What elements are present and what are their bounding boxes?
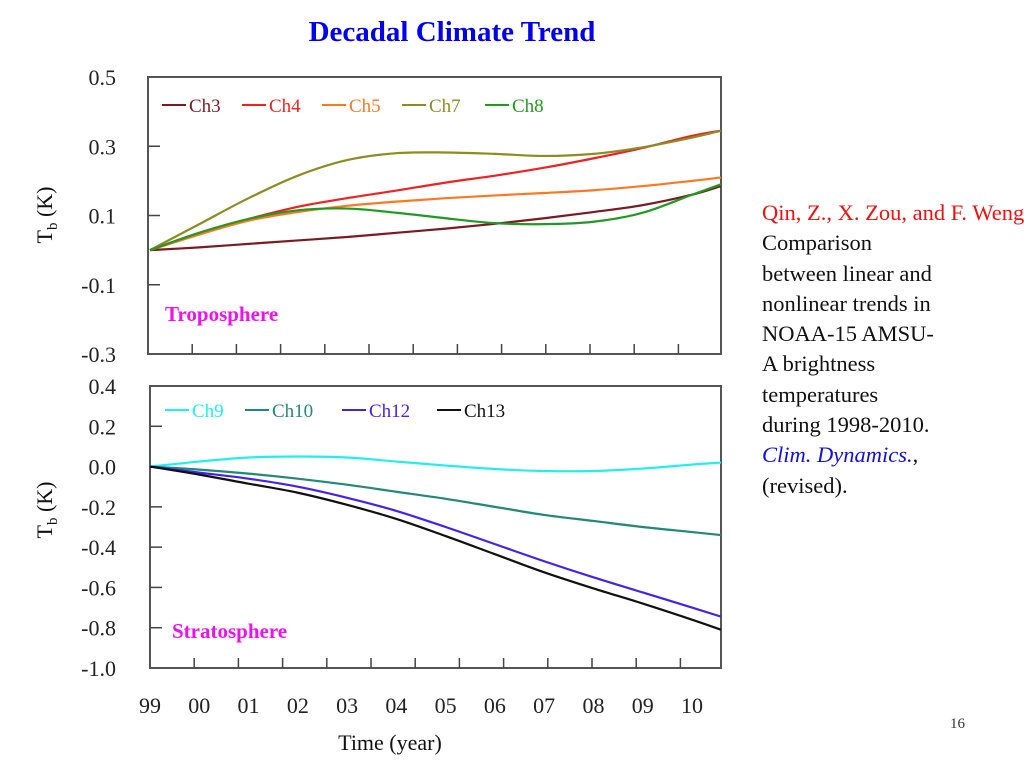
citation-journal-suffix: , bbox=[912, 442, 919, 468]
x-tick-label: 05 bbox=[435, 693, 457, 718]
series-line-ch12 bbox=[149, 465, 722, 618]
y-tick-label: 0.5 bbox=[89, 65, 117, 90]
slide-title: Decadal Climate Trend bbox=[308, 16, 596, 48]
y-tick-label: 0.3 bbox=[89, 134, 117, 159]
y-tick-label: -1.0 bbox=[81, 656, 116, 681]
y-axis-title-unit: (K) bbox=[32, 482, 57, 518]
troposphere-panel: 0.5 0.3 0.1 -0.1 -0.3 Tb (K) Ch3 Ch4 Ch5 Ch7 Ch8 Tr… bbox=[32, 65, 722, 367]
y-axis-title: Tb (K) bbox=[32, 187, 61, 244]
series-line-ch10 bbox=[149, 465, 722, 537]
y-axis-title-subscript: b bbox=[45, 518, 61, 526]
x-tick-label: 01 bbox=[238, 693, 260, 718]
legend-label-ch5: Ch5 bbox=[349, 96, 381, 117]
x-tick-label: 10 bbox=[681, 693, 703, 718]
x-tick-label: 06 bbox=[484, 693, 506, 718]
y-tick-label: 0.1 bbox=[89, 204, 117, 229]
x-axis-title: Time (year) bbox=[338, 730, 442, 755]
citation-line: NOAA-15 AMSU- bbox=[762, 321, 934, 347]
series-line-ch8 bbox=[149, 183, 722, 252]
y-tick-label: -0.8 bbox=[81, 616, 116, 641]
series-line-ch3 bbox=[149, 185, 722, 252]
y-axis-title-main: T bbox=[32, 525, 57, 539]
y-tick-label: -0.6 bbox=[81, 575, 116, 600]
citation-status: (revised). bbox=[762, 472, 848, 498]
y-axis-title-subscript: b bbox=[45, 223, 61, 231]
y-axis-title-unit: (K) bbox=[32, 187, 57, 223]
citation-block: Qin, Z., X. Zou, and F. Weng, 2011: Comp… bbox=[762, 198, 1024, 501]
plot-frame bbox=[149, 385, 722, 669]
y-axis-title-main: T bbox=[32, 230, 57, 244]
citation-line: nonlinear trends in bbox=[762, 290, 931, 316]
y-tick-label: 0.0 bbox=[89, 455, 117, 480]
x-tick-label: 00 bbox=[188, 693, 210, 718]
legend-label-ch9: Ch9 bbox=[192, 401, 224, 422]
y-tick-label: -0.1 bbox=[81, 273, 116, 298]
y-tick-label: -0.2 bbox=[81, 495, 116, 520]
citation-journal: Clim. Dynamics. bbox=[762, 442, 913, 468]
x-tick-label: 09 bbox=[632, 693, 654, 718]
citation-authors: Qin, Z., X. Zou, and F. Weng, 2011 bbox=[762, 200, 1024, 225]
panel-label-stratosphere: Stratosphere bbox=[172, 619, 287, 643]
x-tick-label: 03 bbox=[336, 693, 358, 718]
legend-label-ch12: Ch12 bbox=[369, 401, 410, 422]
y-tick-label: -0.3 bbox=[81, 342, 116, 367]
x-tick-label: 07 bbox=[533, 693, 555, 718]
y-tick-label: 0.4 bbox=[89, 374, 117, 399]
citation-line: A brightness bbox=[762, 351, 876, 377]
legend-label-ch4: Ch4 bbox=[269, 96, 301, 117]
stratosphere-panel: 0.4 0.2 0.0 -0.2 -0.4 -0.6 -0.8 -1.0 Tb (K) Ch9 Ch… bbox=[32, 374, 722, 755]
citation-line: during 1998-2010. bbox=[762, 412, 930, 438]
legend-label-ch3: Ch3 bbox=[189, 96, 221, 117]
citation-line: between linear and bbox=[762, 260, 932, 286]
series-line-ch7 bbox=[149, 129, 722, 252]
x-tick-label: 08 bbox=[582, 693, 604, 718]
series-line-ch5 bbox=[149, 176, 722, 252]
legend-label-ch13: Ch13 bbox=[464, 401, 505, 422]
citation-line: Comparison bbox=[762, 230, 872, 256]
page-number: 16 bbox=[950, 716, 965, 732]
series-line-ch13 bbox=[149, 465, 722, 631]
legend-label-ch10: Ch10 bbox=[272, 401, 313, 422]
citation-line: temperatures bbox=[762, 381, 879, 407]
series-line-ch9 bbox=[149, 455, 722, 473]
y-tick-label: -0.4 bbox=[81, 535, 116, 560]
x-tick-label: 02 bbox=[287, 693, 309, 718]
y-tick-label: 0.2 bbox=[89, 414, 117, 439]
panel-label-troposphere: Troposphere bbox=[165, 302, 278, 326]
legend-label-ch8: Ch8 bbox=[512, 96, 544, 117]
y-axis-title: Tb (K) bbox=[32, 482, 61, 539]
legend-label-ch7: Ch7 bbox=[429, 96, 461, 117]
x-tick-label: 04 bbox=[385, 693, 407, 718]
x-tick-label: 99 bbox=[139, 693, 161, 718]
